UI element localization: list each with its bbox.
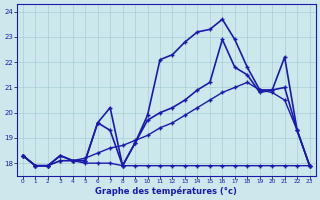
X-axis label: Graphe des températures (°c): Graphe des températures (°c) xyxy=(95,186,237,196)
